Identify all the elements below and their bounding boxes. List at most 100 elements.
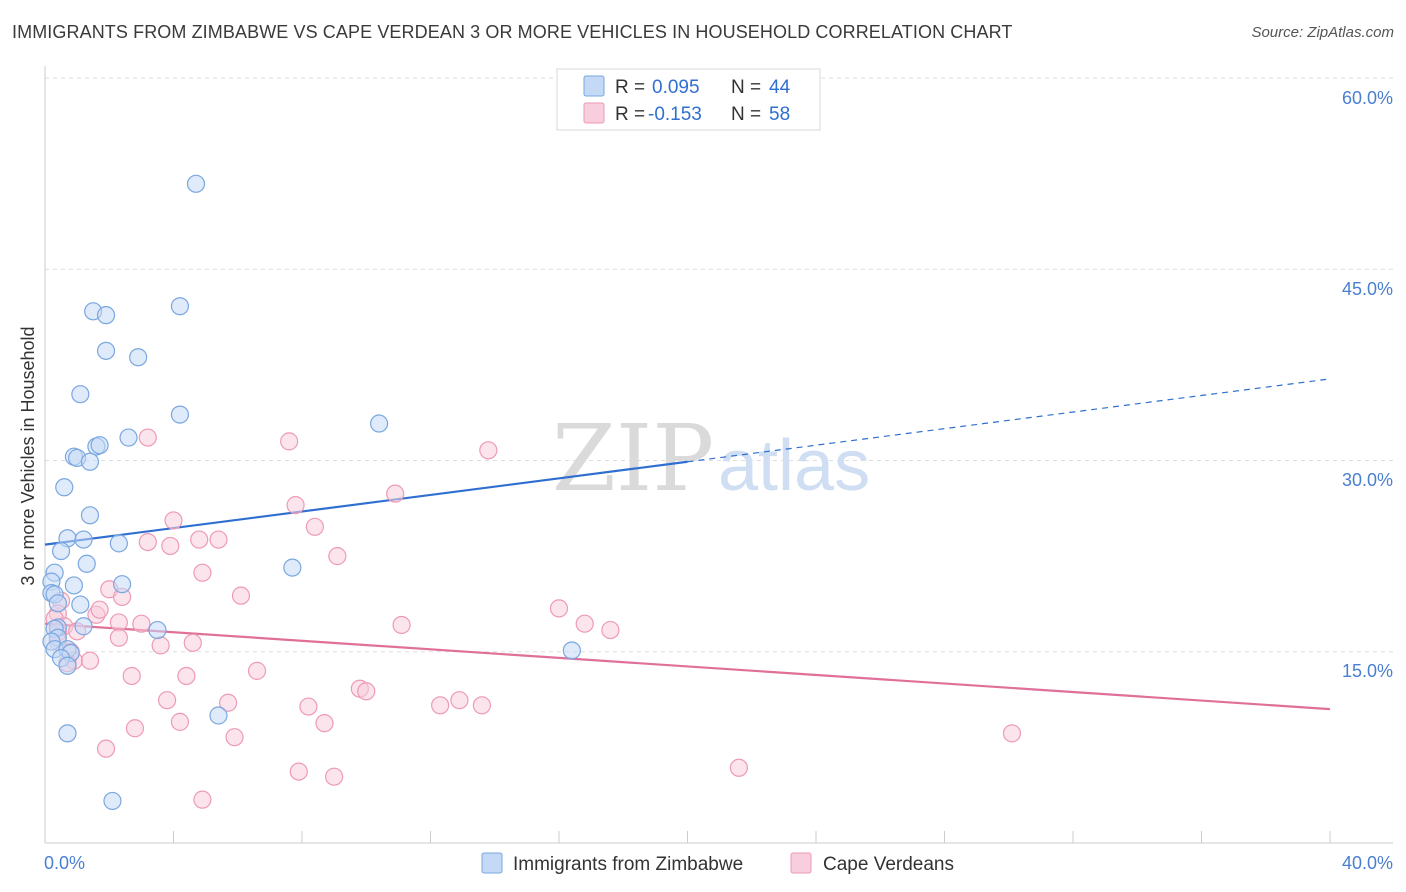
point-cape-verdean	[357, 682, 376, 701]
trend-lines	[44, 378, 1331, 711]
source-credit: Source: ZipAtlas.com	[1251, 24, 1394, 41]
point-zimbabwe	[170, 405, 190, 424]
point-cape-verdean	[96, 739, 116, 758]
point-cape-verdean	[219, 693, 238, 712]
x-tick-label: 0.0%	[44, 853, 85, 873]
x-tick-labels: 0.0% 40.0%	[44, 853, 1393, 873]
point-cape-verdean	[299, 697, 318, 716]
chart-title: IMMIGRANTS FROM ZIMBABWE VS CAPE VERDEAN…	[12, 22, 1013, 42]
point-cape-verdean	[575, 614, 594, 633]
point-zimbabwe	[71, 385, 90, 404]
point-cape-verdean	[549, 599, 569, 618]
point-cape-verdean	[472, 696, 491, 715]
point-zimbabwe	[80, 506, 100, 525]
point-cape-verdean	[729, 758, 749, 777]
point-cape-verdean	[431, 696, 450, 715]
data-points	[42, 174, 1022, 811]
point-cape-verdean	[90, 600, 109, 619]
series-legend-label: Immigrants from Zimbabwe	[513, 854, 743, 875]
point-zimbabwe	[109, 534, 128, 553]
trend-line-cape-verdeans	[44, 622, 1331, 711]
trend-line-zimbabwe	[44, 460, 688, 546]
point-zimbabwe	[170, 297, 190, 316]
point-cape-verdean	[193, 790, 212, 809]
point-cape-verdean	[80, 651, 100, 670]
point-cape-verdean	[247, 661, 267, 680]
legend-n-label: N =	[731, 104, 761, 125]
point-cape-verdean	[280, 432, 299, 451]
point-cape-verdean	[109, 613, 128, 632]
watermark-atlas: atlas	[718, 426, 870, 506]
point-zimbabwe	[58, 724, 77, 743]
point-cape-verdean	[170, 712, 190, 731]
point-zimbabwe	[96, 306, 116, 325]
y-tick-label: 30.0%	[1342, 470, 1393, 490]
point-zimbabwe	[74, 530, 93, 549]
point-zimbabwe	[103, 791, 122, 811]
point-zimbabwe	[112, 575, 132, 594]
watermark: ZIP atlas	[552, 405, 870, 512]
point-cape-verdean	[225, 728, 244, 747]
series-legend-label: Cape Verdeans	[823, 854, 954, 875]
point-cape-verdean	[231, 586, 251, 605]
stats-legend: R = 0.095 N = 44 R = -0.153 N = 58	[556, 68, 821, 131]
x-tick-label: 40.0%	[1342, 853, 1393, 873]
point-zimbabwe	[80, 452, 100, 471]
legend-n-label: N =	[731, 77, 761, 98]
point-zimbabwe	[55, 478, 74, 497]
point-zimbabwe	[64, 576, 84, 595]
point-cape-verdean	[325, 767, 344, 786]
y-tick-label: 15.0%	[1342, 661, 1393, 681]
point-cape-verdean	[164, 511, 183, 530]
point-cape-verdean	[328, 547, 347, 566]
point-cape-verdean	[386, 484, 405, 503]
point-cape-verdean	[183, 633, 202, 652]
point-cape-verdean	[138, 428, 157, 447]
y-tick-labels: 60.0% 45.0% 30.0% 15.0%	[1342, 88, 1393, 681]
point-cape-verdean	[601, 620, 620, 640]
point-zimbabwe	[96, 341, 116, 360]
point-cape-verdean	[138, 532, 157, 552]
point-cape-verdean	[286, 496, 305, 515]
point-cape-verdean	[122, 666, 141, 686]
legend-r-label: R =	[615, 104, 645, 125]
point-zimbabwe	[74, 617, 93, 636]
point-cape-verdean	[151, 636, 170, 655]
point-zimbabwe	[370, 414, 389, 433]
legend-swatch-blue	[583, 75, 605, 97]
point-cape-verdean	[289, 762, 308, 781]
point-cape-verdean	[392, 615, 411, 635]
axes	[44, 66, 1393, 844]
point-cape-verdean	[479, 441, 498, 460]
point-cape-verdean	[125, 719, 145, 738]
series-legend-swatch-pink	[790, 852, 812, 874]
point-zimbabwe	[51, 541, 71, 561]
legend-r-label: R =	[615, 77, 645, 98]
point-cape-verdean	[193, 563, 212, 582]
point-zimbabwe	[148, 620, 167, 640]
series-legend: Immigrants from Zimbabwe Cape Verdeans	[481, 852, 954, 875]
legend-r-value: 0.095	[652, 77, 700, 98]
point-cape-verdean	[450, 691, 469, 710]
point-cape-verdean	[305, 517, 324, 536]
series-legend-swatch-blue	[481, 852, 503, 874]
watermark-zip: ZIP	[552, 405, 714, 512]
point-cape-verdean	[190, 530, 209, 549]
point-cape-verdean	[157, 691, 177, 710]
point-cape-verdean	[109, 628, 128, 647]
point-zimbabwe	[77, 554, 96, 573]
point-cape-verdean	[177, 666, 196, 686]
y-tick-label: 60.0%	[1342, 88, 1393, 108]
point-zimbabwe	[562, 641, 581, 660]
legend-swatch-pink	[583, 102, 605, 124]
legend-n-value: 44	[769, 77, 791, 98]
point-cape-verdean	[1002, 724, 1022, 743]
point-zimbabwe	[58, 656, 77, 675]
point-zimbabwe	[119, 428, 138, 447]
point-zimbabwe	[48, 594, 67, 613]
y-axis-label: 3 or more Vehicles in Household	[18, 326, 38, 585]
point-zimbabwe	[90, 436, 109, 455]
grid-lines	[45, 77, 1393, 653]
point-zimbabwe	[71, 595, 90, 614]
